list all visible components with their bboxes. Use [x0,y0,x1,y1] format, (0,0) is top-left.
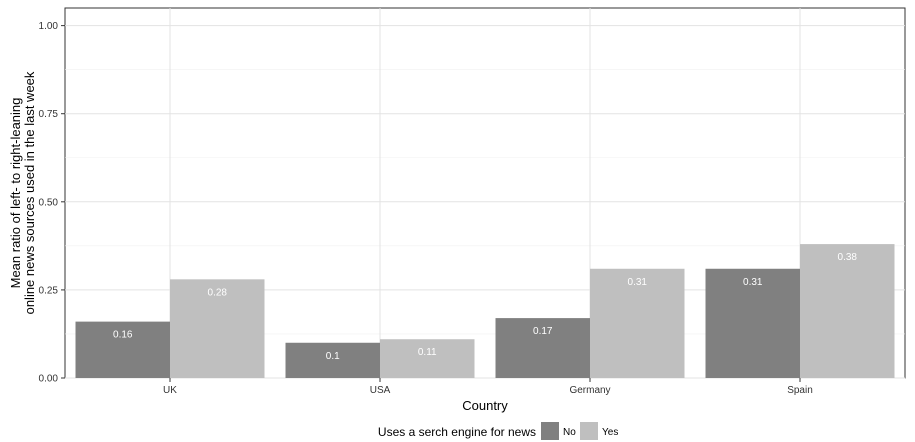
bar-no-usa [285,342,380,378]
bar-label: 0.17 [533,326,553,337]
bar-label: 0.31 [628,277,648,288]
legend-label-no: No [563,427,576,438]
legend-key-no [541,422,559,440]
bar-yes-germany [590,268,685,378]
legend-title: Uses a serch engine for news [378,425,536,439]
bar-labels: 0.16 0.1 0.17 0.31 0.28 0.11 0.31 0.38 [113,252,857,362]
bar-no-spain [705,268,800,378]
y-axis: 0.00 0.25 0.50 0.75 1.00 [39,21,65,385]
legend-label-yes: Yes [602,427,618,438]
x-axis: UK USA Germany Spain [163,378,813,396]
y-tick-label: 0.50 [39,197,59,208]
bar-no-germany [495,318,590,378]
legend: Uses a serch engine for news No Yes [378,422,618,440]
bar-label: 0.28 [208,287,228,298]
y-tick-label: 0.75 [39,109,59,120]
y-axis-title-line-1: Mean ratio of left- to right-leaning [8,98,23,289]
x-axis-title: Country [462,398,508,413]
y-tick-label: 0.25 [39,285,59,296]
x-tick-label: UK [163,385,177,396]
y-axis-title-line-2: online news sources used in the last wee… [22,71,37,314]
bar-label: 0.11 [418,347,437,358]
y-tick-label: 0.00 [39,374,59,385]
bar-yes-uk [170,279,265,378]
y-axis-title: Mean ratio of left- to right-leaning onl… [8,71,37,314]
bar-label: 0.31 [743,277,763,288]
bar-no-uk [75,321,170,378]
bar-yes-spain [800,244,895,378]
bar-label: 0.1 [326,351,340,362]
bar-label: 0.16 [113,330,133,341]
bar-label: 0.38 [838,252,858,263]
x-tick-label: USA [370,385,391,396]
bars [75,244,895,378]
x-tick-label: Germany [569,385,610,396]
y-tick-label: 1.00 [39,21,59,32]
x-tick-label: Spain [787,385,813,396]
bar-yes-usa [380,339,475,378]
legend-key-yes [580,422,598,440]
